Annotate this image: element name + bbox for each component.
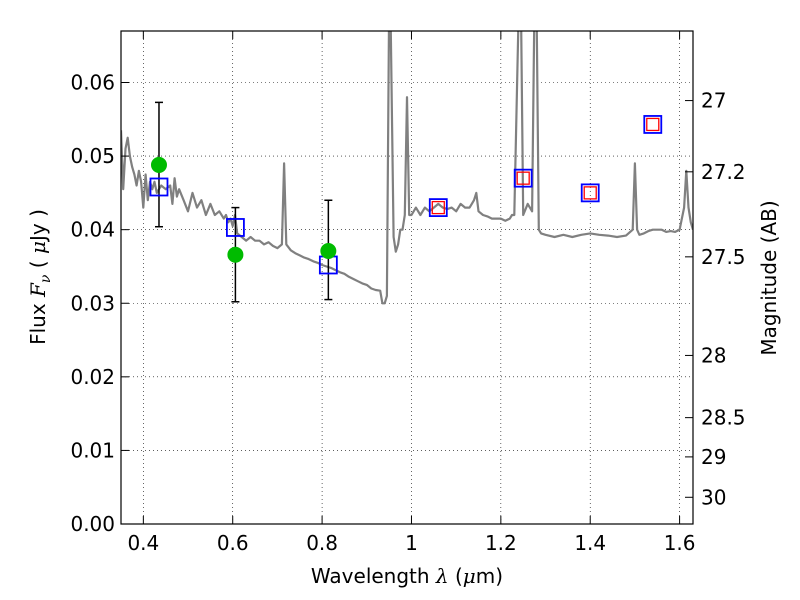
y2-tick-label: 27.2 bbox=[701, 160, 746, 184]
x-tick-label: 0.4 bbox=[127, 531, 159, 555]
y-tick-label: 0.05 bbox=[70, 144, 115, 168]
y-tick-label: 0.02 bbox=[70, 365, 115, 389]
axes-frame bbox=[120, 30, 694, 525]
model-square bbox=[580, 183, 600, 203]
model-inner-square bbox=[516, 171, 530, 185]
x-tick-label: 0.8 bbox=[306, 531, 338, 555]
x-tick-label: 1.2 bbox=[485, 531, 517, 555]
model-inner-square bbox=[583, 186, 597, 200]
spectrum-line bbox=[121, 31, 693, 305]
x-tick-label: 1.4 bbox=[574, 531, 606, 555]
x-tick-label: 1 bbox=[405, 531, 418, 555]
y-tick-label: 0.00 bbox=[70, 512, 115, 536]
y2-tick-label: 28.5 bbox=[701, 406, 746, 430]
y2-tick-label: 27.5 bbox=[701, 245, 746, 269]
x-tick-label: 1.6 bbox=[664, 531, 696, 555]
y-tick-label: 0.04 bbox=[70, 218, 115, 242]
ticks: 0.4 0.6 0.8 1 1.2 1.4 1.6 0.00 0.01 0.02 0.03 0.04 0… bbox=[70, 31, 746, 555]
model-square bbox=[428, 198, 448, 217]
x-tick-label: 0.6 bbox=[217, 531, 249, 555]
y-tick-label: 0.01 bbox=[70, 438, 115, 462]
observed-point bbox=[227, 246, 244, 263]
y2-axis-label: Magnitude (AB) bbox=[757, 200, 781, 355]
plot-area bbox=[121, 31, 693, 305]
observed-point bbox=[150, 156, 167, 173]
model-square bbox=[149, 177, 169, 197]
model-square bbox=[225, 218, 245, 237]
y2-tick-label: 29 bbox=[701, 445, 726, 469]
y2-tick-label: 28 bbox=[701, 343, 726, 367]
y2-tick-label: 30 bbox=[701, 485, 726, 509]
model-square bbox=[513, 168, 533, 188]
y2-tick-label: 27 bbox=[701, 89, 726, 113]
y-axis-label: Flux Fν ( μJy ) bbox=[26, 209, 54, 345]
model-inner-square bbox=[646, 117, 660, 132]
y-tick-label: 0.06 bbox=[70, 71, 115, 95]
model-inner-square bbox=[431, 200, 445, 215]
x-axis-label: Wavelength λ (μm) bbox=[311, 564, 503, 588]
observed-point bbox=[320, 243, 337, 260]
model-square bbox=[643, 115, 663, 134]
y-tick-label: 0.03 bbox=[70, 291, 115, 315]
